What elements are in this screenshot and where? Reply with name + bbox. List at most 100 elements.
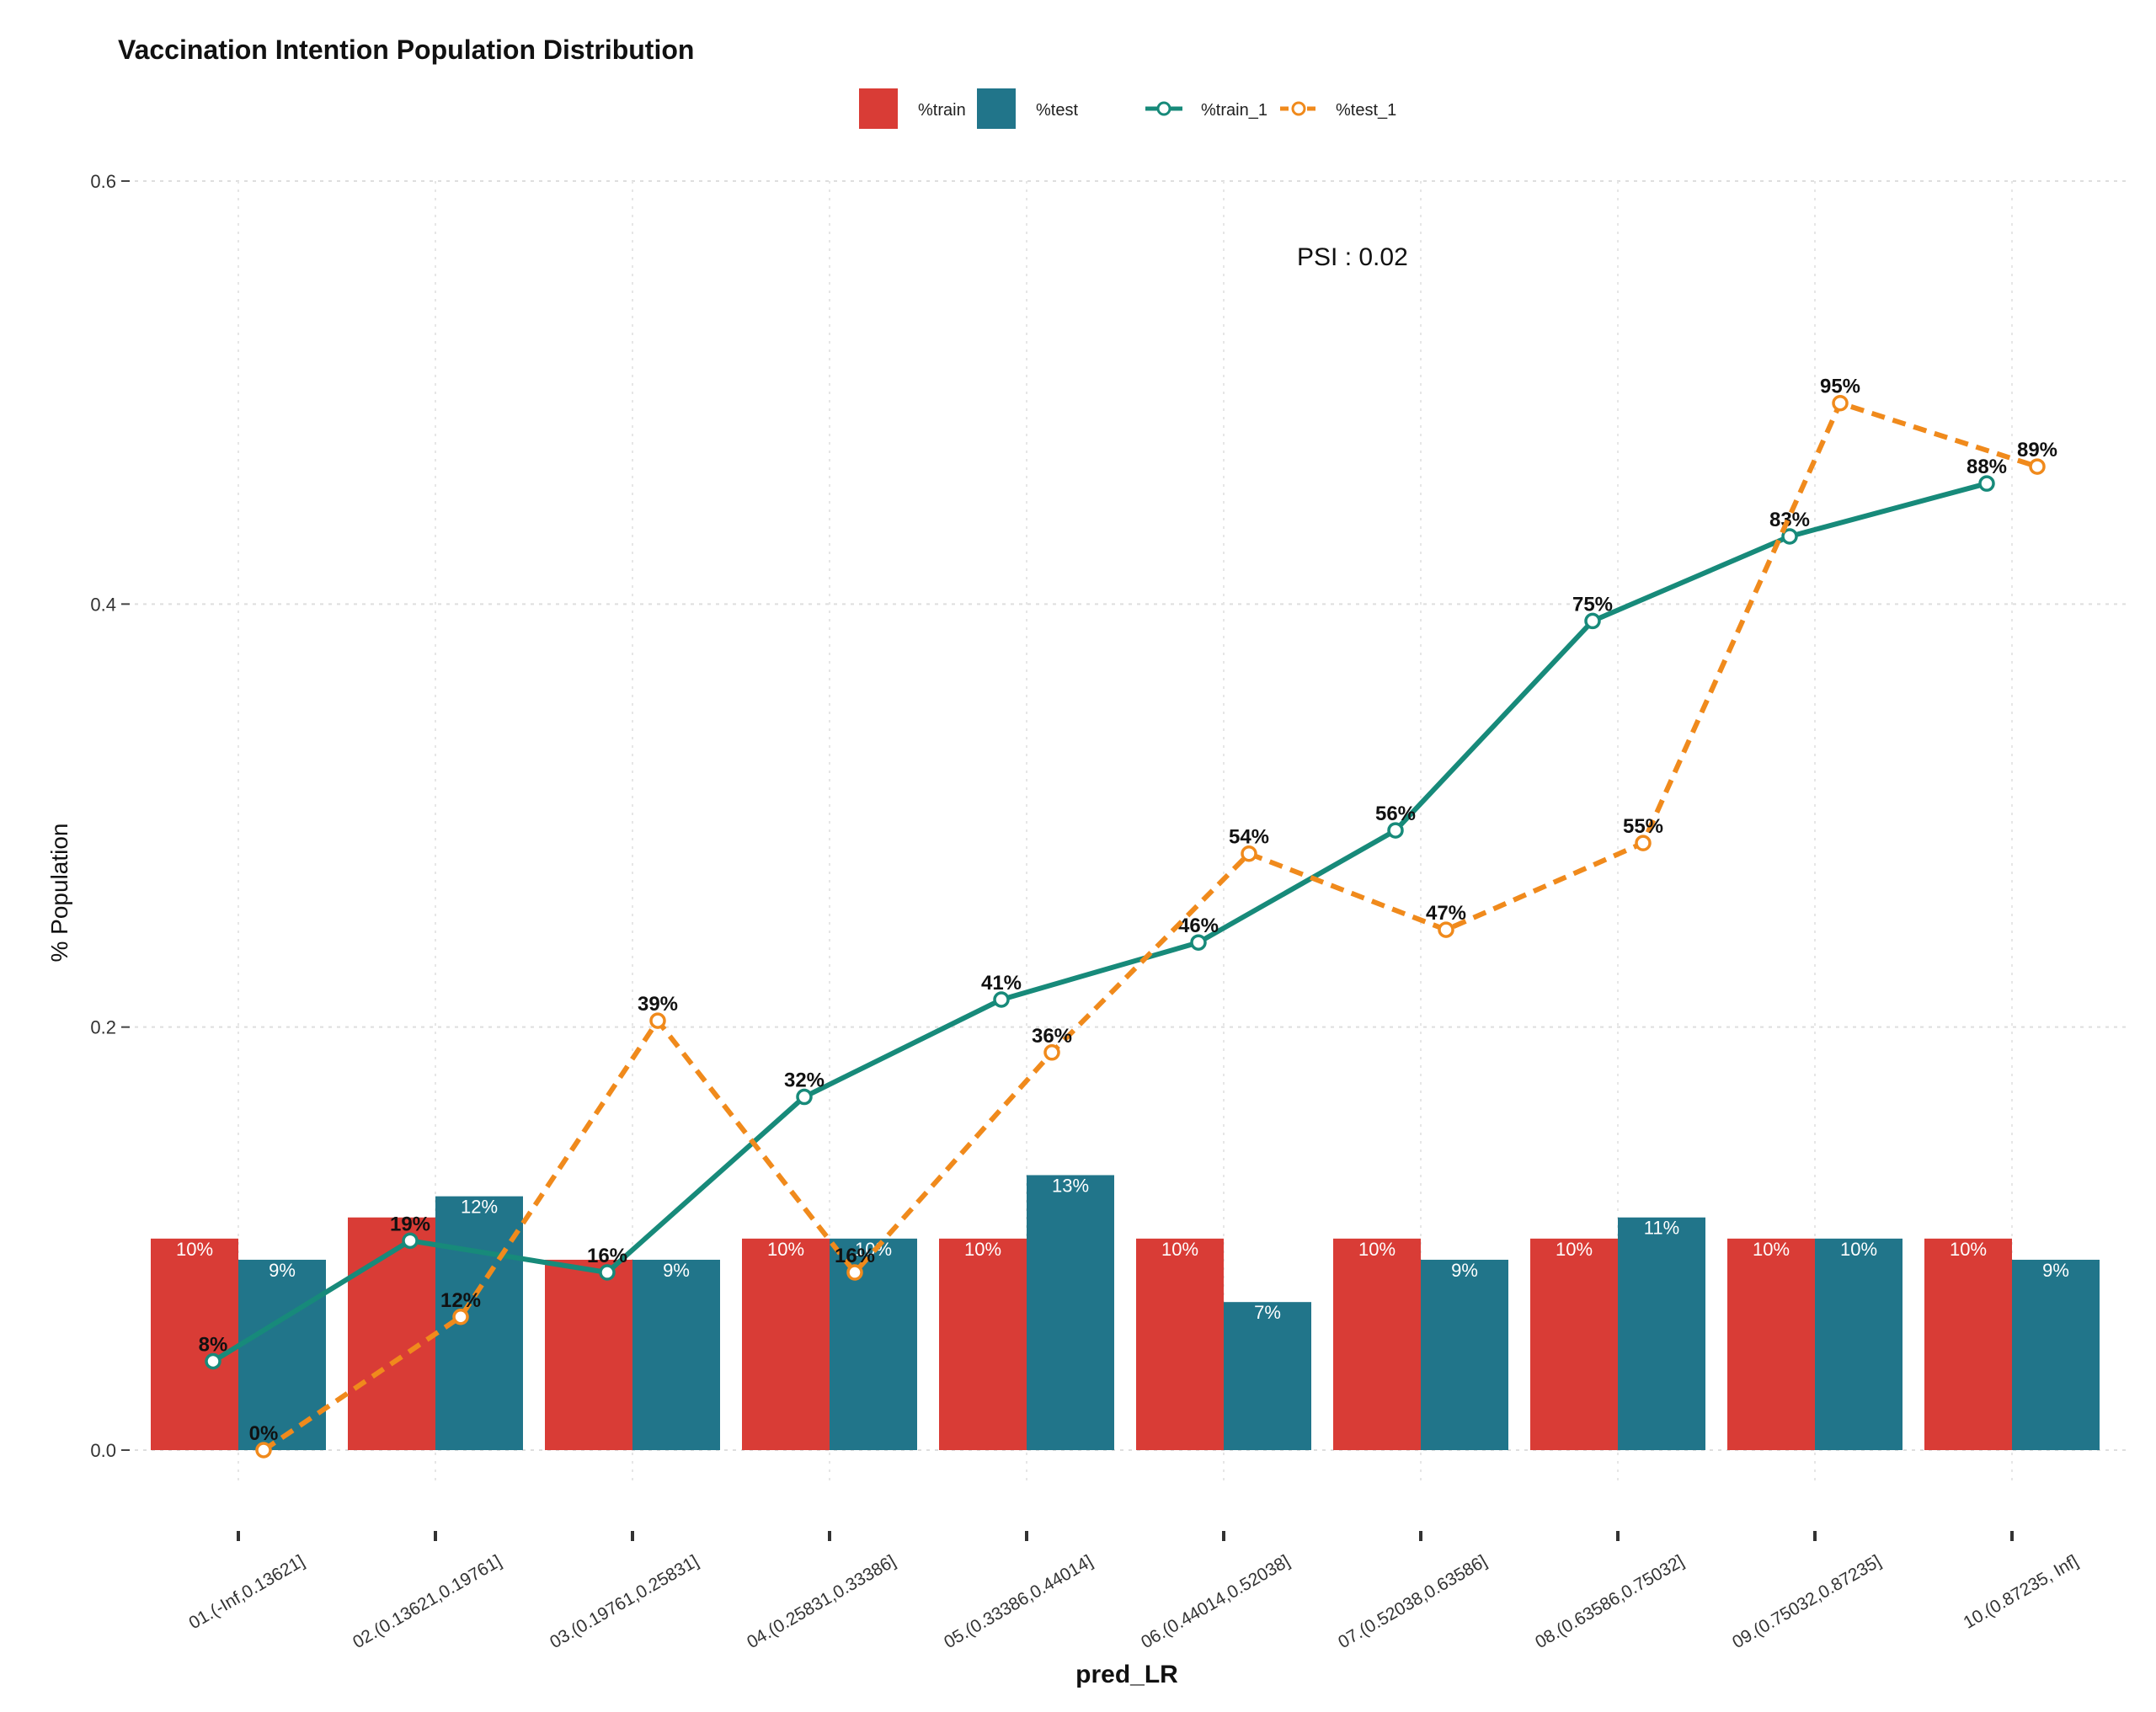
bar-value-label: 10% — [1840, 1239, 1877, 1260]
y-tick-label: 0.6 — [90, 171, 116, 192]
x-axis-title: pred_LR — [1075, 1661, 1178, 1688]
bar — [939, 1238, 1027, 1450]
series-point-label: 41% — [981, 972, 1022, 995]
series-point — [1635, 835, 1652, 851]
bar-value-label: 9% — [1451, 1260, 1478, 1281]
series-point — [993, 991, 1010, 1008]
series-point-label: 55% — [1623, 815, 1663, 838]
bar — [1924, 1238, 2012, 1450]
series-point — [1978, 475, 1995, 492]
series-point-label: 36% — [1032, 1025, 1072, 1048]
series-point — [1584, 612, 1601, 630]
chart-title: Vaccination Intention Population Distrib… — [118, 35, 694, 65]
legend: %train %test %train_1 %test_1 — [859, 88, 1396, 129]
y-axis-title: % Population — [46, 823, 72, 962]
bar-value-label: 7% — [1254, 1302, 1281, 1323]
series-point-label: 75% — [1572, 593, 1613, 616]
bar — [348, 1217, 435, 1450]
series-point — [796, 1088, 813, 1106]
bar-value-label: 10% — [1753, 1239, 1790, 1260]
series-point — [1043, 1044, 1060, 1061]
bar-value-label: 10% — [1556, 1239, 1593, 1260]
bar — [1136, 1238, 1224, 1450]
series-point-label: 56% — [1375, 803, 1416, 825]
bars: 10% 10% 10% 10% 10% 10% 10% 10% 9% 12% 9% 10% 13% 7% 9… — [151, 1175, 2100, 1450]
series-point-label: 39% — [638, 993, 678, 1016]
series-point — [1832, 394, 1849, 412]
bar-value-label: 9% — [269, 1260, 296, 1281]
bar — [1333, 1238, 1421, 1450]
bar — [1618, 1217, 1705, 1450]
bar-value-label: 9% — [663, 1260, 690, 1281]
y-tick-label: 0.2 — [90, 1017, 116, 1038]
series-point — [1438, 921, 1454, 938]
y-tick-label: 0.0 — [90, 1440, 116, 1461]
bar-value-label: 10% — [176, 1239, 213, 1260]
bar — [1530, 1238, 1618, 1450]
legend-marker — [1291, 101, 1306, 116]
legend-label: %train — [918, 101, 966, 120]
series-point — [846, 1264, 863, 1281]
bar-value-label: 9% — [2042, 1260, 2069, 1281]
series-point-label: 16% — [835, 1245, 875, 1267]
series-point-label: 88% — [1967, 456, 2007, 478]
series-point — [402, 1232, 419, 1250]
x-tick-label: 09.(0.75032,0.87235] — [1729, 1551, 1884, 1652]
bar — [1815, 1238, 1903, 1450]
bar — [2012, 1259, 2100, 1450]
series-point-label: 0% — [249, 1422, 279, 1445]
series-point — [1241, 845, 1257, 862]
bar — [830, 1238, 917, 1450]
series-point-label: 16% — [587, 1245, 627, 1267]
series-point-label: 46% — [1178, 915, 1219, 937]
bar-value-label: 13% — [1052, 1175, 1089, 1196]
series-point-label: 12% — [440, 1289, 481, 1312]
series-point-label: 83% — [1769, 509, 1810, 531]
bar-value-label: 10% — [1161, 1239, 1198, 1260]
bar-value-label: 10% — [1358, 1239, 1396, 1260]
x-tick-label: 04.(0.25831,0.33386] — [744, 1551, 899, 1652]
series-point — [255, 1442, 272, 1459]
legend-marker — [1156, 101, 1171, 116]
x-tick-label: 03.(0.19761,0.25831] — [547, 1551, 702, 1652]
bar — [1027, 1175, 1114, 1450]
x-tick-label: 01.(-Inf,0.13621] — [186, 1551, 308, 1633]
bar — [742, 1238, 830, 1450]
bar — [238, 1259, 326, 1450]
series-point-label: 89% — [2017, 439, 2057, 461]
bar-value-label: 10% — [1950, 1239, 1987, 1260]
legend-label: %test_1 — [1336, 101, 1396, 120]
bar-value-label: 10% — [964, 1239, 1001, 1260]
series-point — [452, 1309, 469, 1325]
bar — [545, 1259, 632, 1450]
legend-swatch — [859, 88, 898, 129]
series-point — [1781, 528, 1798, 545]
series-point — [599, 1264, 616, 1281]
legend-label: %train_1 — [1201, 101, 1267, 120]
psi-annotation: PSI : 0.02 — [1297, 243, 1408, 271]
bar — [1224, 1302, 1311, 1450]
series-point — [649, 1012, 666, 1029]
bar — [1727, 1238, 1815, 1450]
series-point-label: 19% — [390, 1213, 430, 1235]
lines: 8% 19% 16% 32% 41% 46% 56% 75% 83% 88% 0% 12% 39% 16%… — [199, 376, 2057, 1459]
series-point — [2029, 458, 2046, 475]
series-point — [1387, 822, 1404, 839]
x-tick-label: 07.(0.52038,0.63586] — [1335, 1551, 1490, 1652]
series-line — [211, 481, 1988, 1364]
series-point-label: 8% — [199, 1334, 228, 1357]
x-tick-label: 06.(0.44014,0.52038] — [1138, 1551, 1293, 1652]
x-tick-label: 08.(0.63586,0.75032] — [1532, 1551, 1687, 1652]
bar-value-label: 11% — [1644, 1218, 1679, 1239]
series-point-label: 32% — [784, 1069, 825, 1092]
series-point-label: 54% — [1229, 826, 1269, 849]
bar-value-label: 10% — [767, 1239, 804, 1260]
series-point-label: 95% — [1820, 376, 1860, 398]
x-tick-label: 10.(0.87235, Inf] — [1961, 1551, 2082, 1632]
x-tick-label: 02.(0.13621,0.19761] — [350, 1551, 504, 1652]
y-tick-label: 0.4 — [90, 594, 116, 615]
bar-value-label: 12% — [461, 1197, 498, 1218]
series-point — [205, 1352, 221, 1370]
